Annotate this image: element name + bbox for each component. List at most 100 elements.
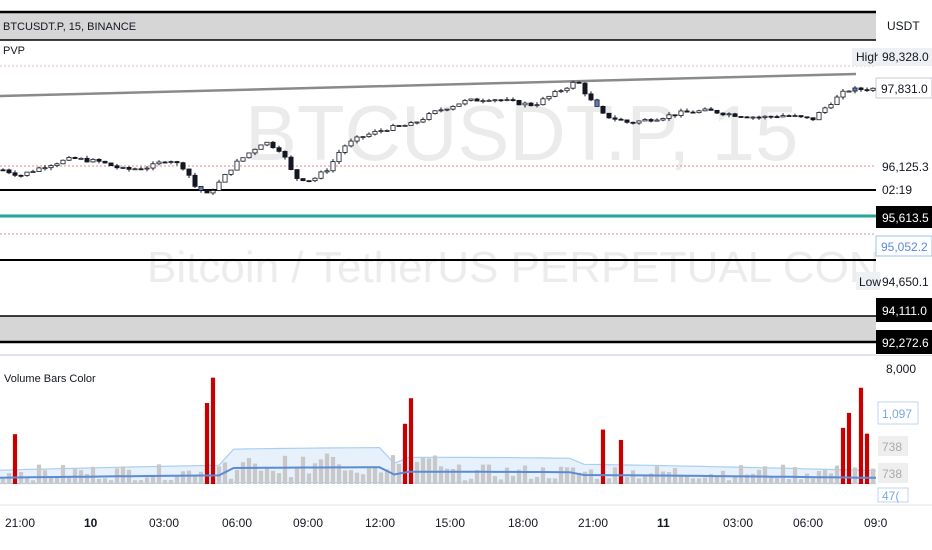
candle-body — [768, 115, 774, 118]
candle-body — [78, 157, 84, 160]
indicator-pvp-label[interactable]: PVP — [3, 45, 25, 57]
candle-body — [348, 140, 354, 147]
volume-bar — [798, 479, 804, 484]
volume-bar — [342, 470, 348, 484]
volume-bar — [36, 464, 42, 484]
candle-body — [678, 110, 684, 117]
candle-body — [174, 161, 180, 164]
candle-body — [372, 130, 378, 135]
candle-body — [654, 119, 660, 122]
candle-body — [762, 115, 768, 118]
low-value: 94,650.1 — [882, 275, 929, 289]
candle-body — [246, 152, 252, 159]
volume-bar — [762, 466, 768, 484]
candle-body — [384, 130, 390, 132]
candle-body — [720, 112, 726, 116]
volume-bar — [150, 475, 156, 484]
candle-body — [498, 99, 504, 102]
volume-bar — [462, 480, 468, 484]
volume-bar — [630, 470, 636, 484]
candle-body — [222, 173, 228, 183]
volume-bar — [96, 478, 102, 484]
candle-body — [756, 116, 762, 119]
trend-line[interactable] — [0, 72, 857, 98]
candle-body — [354, 136, 360, 142]
candle-body — [564, 87, 570, 92]
candle-body — [582, 82, 588, 95]
volume-bar — [168, 479, 174, 484]
volume-bar — [834, 465, 840, 484]
volume-bar — [828, 473, 834, 484]
candle-body — [552, 91, 558, 97]
top-band — [0, 12, 876, 40]
candle-body — [300, 178, 306, 182]
time-axis[interactable]: 21:00 10 03:00 06:00 09:00 12:00 15:00 18:00 21:… — [5, 516, 888, 530]
time-label: 11 — [657, 516, 670, 530]
symbol-info[interactable]: BTCUSDT.P, 15, BINANCE — [3, 21, 136, 33]
volume-bar — [402, 423, 408, 484]
currency-label[interactable]: USDT — [887, 19, 920, 33]
candle-body — [510, 99, 516, 102]
candle-body — [192, 174, 198, 187]
candle-body — [828, 104, 834, 109]
volume-bar — [516, 469, 522, 484]
candle-body — [414, 121, 420, 124]
candle-body — [732, 113, 738, 117]
candle-body — [690, 111, 696, 114]
volume-bar — [120, 466, 126, 484]
time-label: 10 — [84, 516, 98, 530]
candle-body — [42, 167, 48, 170]
volume-bar — [306, 473, 312, 484]
volume-bar — [540, 467, 546, 484]
candle-body — [360, 136, 366, 139]
candle-body — [30, 171, 36, 173]
candle-body — [864, 89, 870, 92]
volume-bar — [708, 473, 714, 484]
candle-body — [156, 161, 162, 165]
volume-bar — [690, 478, 696, 484]
candle-body — [786, 115, 792, 117]
volume-bar — [486, 464, 492, 484]
volume-bar — [156, 464, 162, 484]
candle-body — [198, 185, 204, 191]
volume-bar — [810, 478, 816, 484]
volume-bar — [474, 470, 480, 484]
volume-bar — [804, 473, 810, 484]
volume-bar — [594, 478, 600, 484]
candle-body — [270, 141, 276, 149]
volume-indicator-label[interactable]: Volume Bars Color — [4, 373, 96, 385]
candle-body — [90, 158, 96, 163]
volume-bar — [744, 474, 750, 484]
volume-bar — [780, 464, 786, 484]
time-label: 18:00 — [508, 516, 538, 530]
volume-bar — [378, 472, 384, 484]
candle-body — [504, 99, 510, 102]
volume-bar — [696, 478, 702, 484]
candle-body — [264, 141, 270, 146]
volume-bar — [870, 468, 876, 484]
volume-bar — [564, 467, 570, 484]
candle-body — [420, 119, 426, 123]
volume-bar — [480, 464, 486, 484]
volume-bar — [522, 465, 528, 484]
volume-bar — [660, 471, 666, 484]
volume-bar — [174, 476, 180, 484]
candle-body — [402, 124, 408, 127]
volume-bar — [528, 478, 534, 484]
ma-1-box — [878, 436, 908, 456]
candle-body — [618, 118, 624, 121]
candle-body — [282, 150, 288, 158]
candle-body — [606, 112, 612, 119]
volume-bar — [534, 476, 540, 484]
volume-bar — [384, 469, 390, 484]
candle-body — [822, 107, 828, 113]
candle-body — [186, 168, 192, 176]
time-label: 15:00 — [435, 516, 465, 530]
time-label: 09:00 — [293, 516, 323, 530]
candle-body — [630, 121, 636, 124]
candle-body — [210, 190, 216, 194]
candle-body — [666, 114, 672, 119]
volume-bar — [186, 470, 192, 484]
candle-body — [540, 98, 546, 106]
candle-body — [408, 122, 414, 126]
